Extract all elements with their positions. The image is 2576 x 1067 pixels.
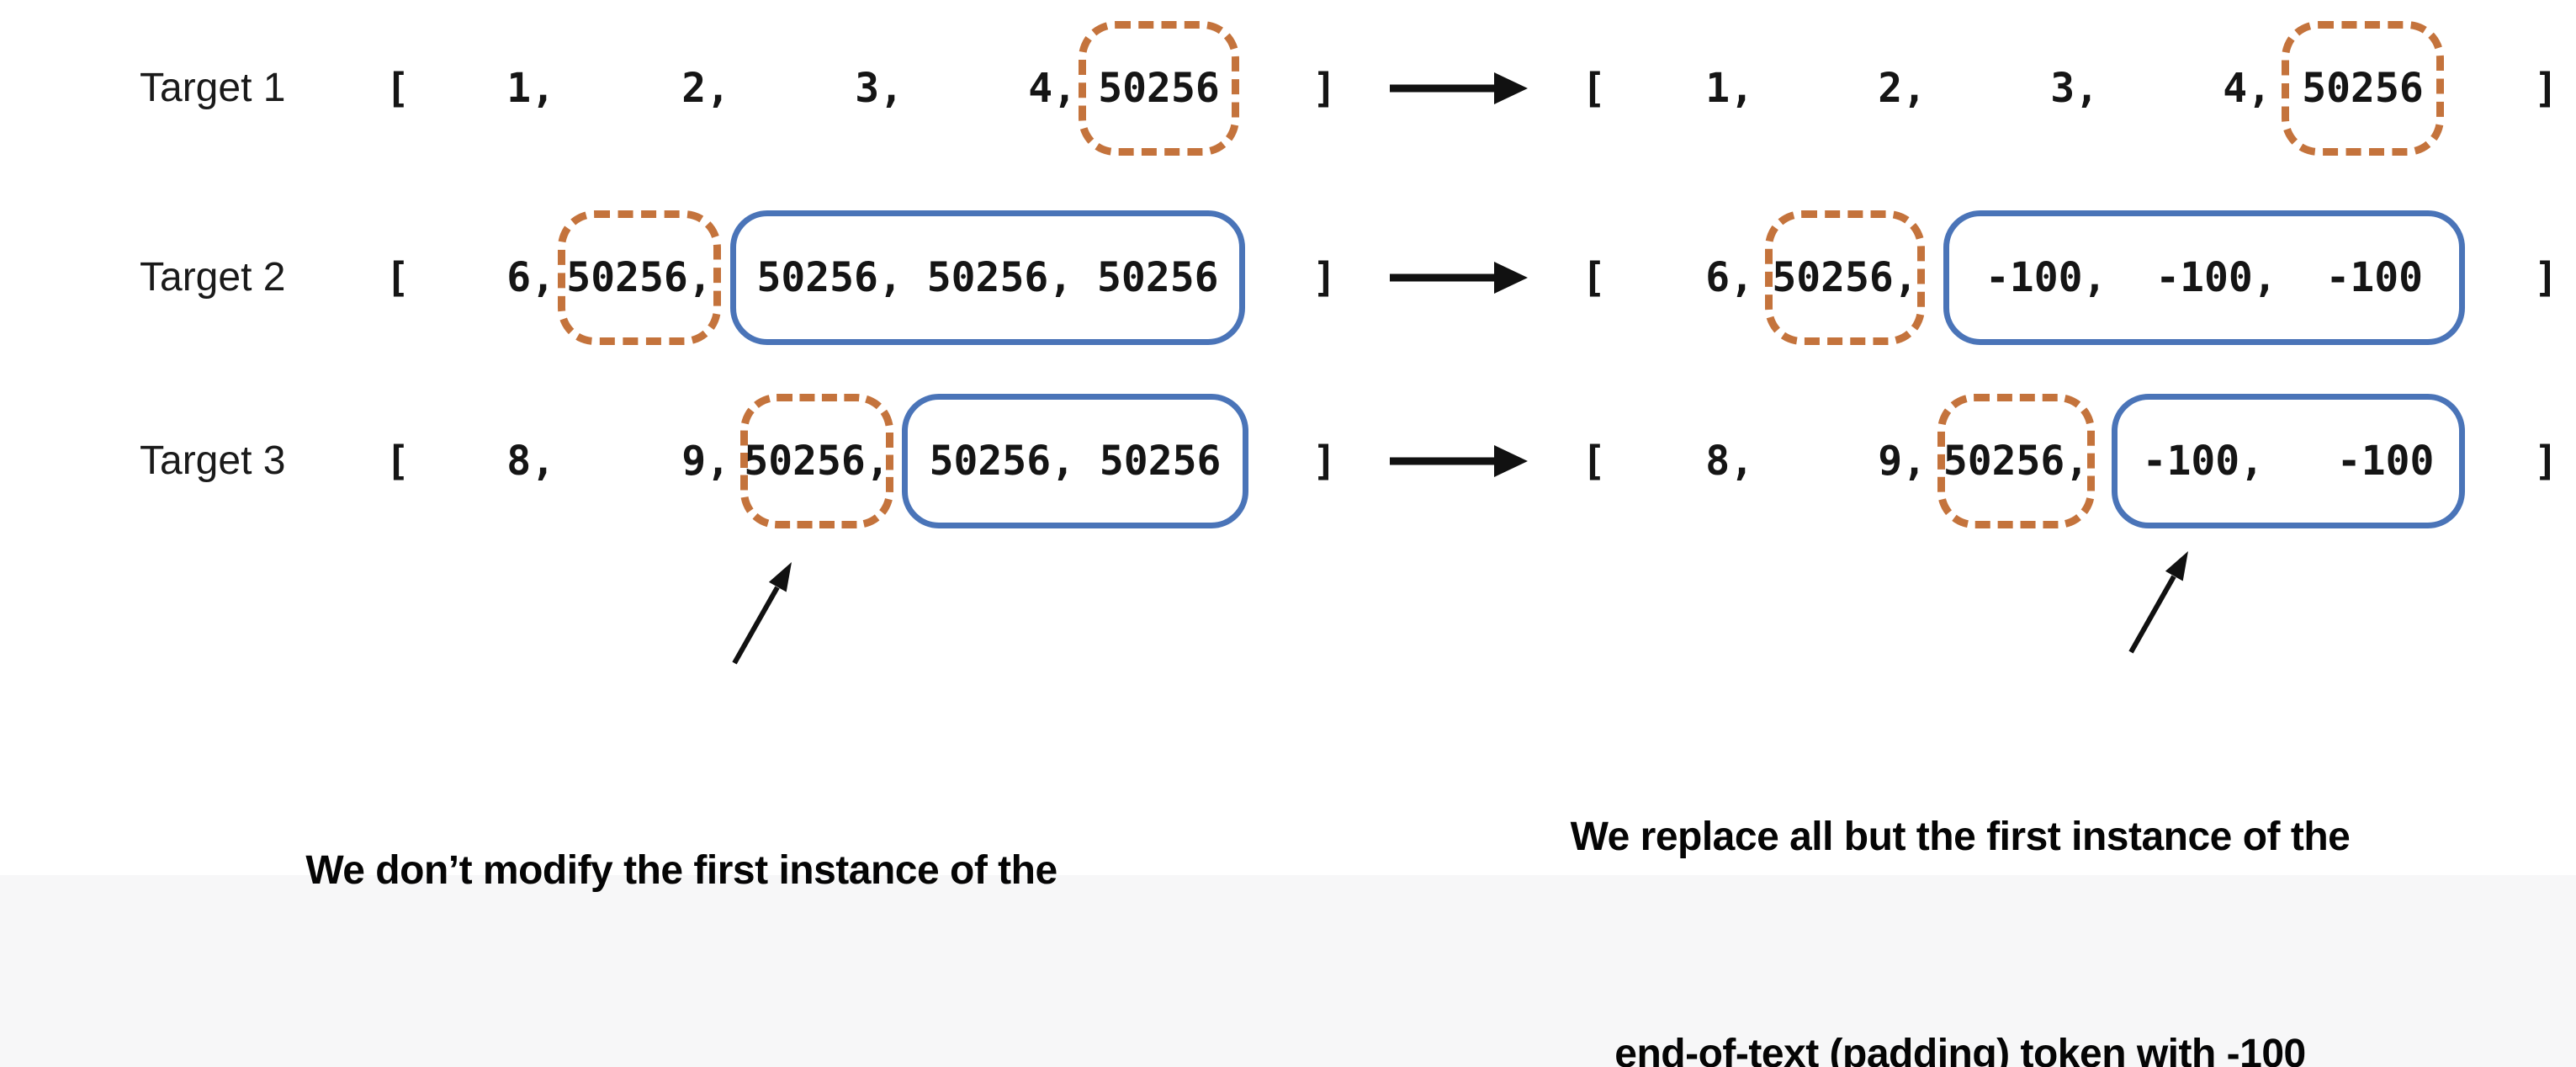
bracket-close: ] [1312, 65, 1337, 112]
left-annotation-line2: end-of-text (padding) token [219, 1052, 1144, 1067]
right-annotation-line1: We replace all but the first instance of… [1570, 815, 2351, 859]
caption-background [0, 875, 2576, 1067]
arrow-up-icon [2128, 551, 2188, 654]
left-annotation-line1: We don’t modify the first instance of th… [305, 848, 1057, 893]
left-annotation: We don’t modify the first instance of th… [219, 690, 1144, 1067]
token: 8, [506, 438, 555, 485]
target-2-label: Target 2 [140, 255, 286, 300]
right-annotation: We replace all but the first instance of… [1497, 656, 2423, 1067]
caption-line1: 图 7.12 展示了 token 替换过程中的第 2.4 步。在此步骤中，除第一… [10, 1057, 2568, 1067]
token: 1, [1705, 65, 1754, 112]
token-end-of-text: 50256 [1098, 65, 1220, 112]
token-group: -100, -100, -100 [1985, 254, 2424, 301]
solid-highlight-box: 50256, 50256 [902, 394, 1248, 528]
target-1-label: Target 1 [140, 66, 286, 110]
bracket-open: [ [1582, 438, 1606, 485]
token-group: -100, -100 [2142, 438, 2435, 485]
bracket-open: [ [385, 254, 410, 301]
token-group: 50256, 50256, 50256 [756, 254, 1219, 301]
token: 3, [855, 65, 904, 112]
bracket-open: [ [1582, 254, 1606, 301]
dashed-highlight-box: 50256, [1937, 394, 2095, 528]
token: 6, [506, 254, 555, 301]
token-group: 50256, 50256 [929, 438, 1222, 485]
bracket-close: ] [1312, 254, 1337, 301]
token: 2, [1878, 65, 1927, 112]
figure-caption: 图 7.12 展示了 token 替换过程中的第 2.4 步。在此步骤中，除第一… [10, 894, 2568, 1067]
bracket-close: ] [2534, 65, 2558, 112]
target-3-label: Target 3 [140, 438, 286, 483]
token-end-of-text: 50256, [566, 254, 713, 301]
token: 6, [1705, 254, 1754, 301]
bracket-open: [ [385, 65, 410, 112]
token: 4, [2223, 65, 2271, 112]
token: 9, [1878, 438, 1927, 485]
token-end-of-text: 50256, [744, 438, 890, 485]
token: 2, [681, 65, 730, 112]
bracket-close: ] [1312, 438, 1337, 485]
arrow-up-icon [732, 562, 792, 665]
bracket-close: ] [2534, 438, 2558, 485]
token-end-of-text: 50256, [1943, 438, 2090, 485]
arrow-right-icon [1390, 262, 1528, 294]
token: 3, [2050, 65, 2099, 112]
token-end-of-text: 50256, [1772, 254, 1918, 301]
token: 9, [681, 438, 730, 485]
token-end-of-text: 50256 [2302, 65, 2424, 112]
dashed-highlight-box: 50256 [1079, 21, 1239, 156]
bracket-close: ] [2534, 254, 2558, 301]
bracket-open: [ [1582, 65, 1606, 112]
right-annotation-line2: end-of-text (padding) token with -100 [1614, 1032, 2306, 1067]
bracket-open: [ [385, 438, 410, 485]
dashed-highlight-box: 50256, [740, 394, 893, 528]
token: 4, [1028, 65, 1077, 112]
dashed-highlight-box: 50256, [1765, 210, 1925, 345]
token: 8, [1705, 438, 1754, 485]
arrow-right-icon [1390, 72, 1528, 104]
token: 1, [506, 65, 555, 112]
solid-highlight-box: 50256, 50256, 50256 [730, 210, 1245, 345]
solid-highlight-box: -100, -100 [2112, 394, 2465, 528]
dashed-highlight-box: 50256, [558, 210, 721, 345]
arrow-right-icon [1390, 445, 1528, 477]
dashed-highlight-box: 50256 [2282, 21, 2444, 156]
solid-highlight-box: -100, -100, -100 [1943, 210, 2465, 345]
